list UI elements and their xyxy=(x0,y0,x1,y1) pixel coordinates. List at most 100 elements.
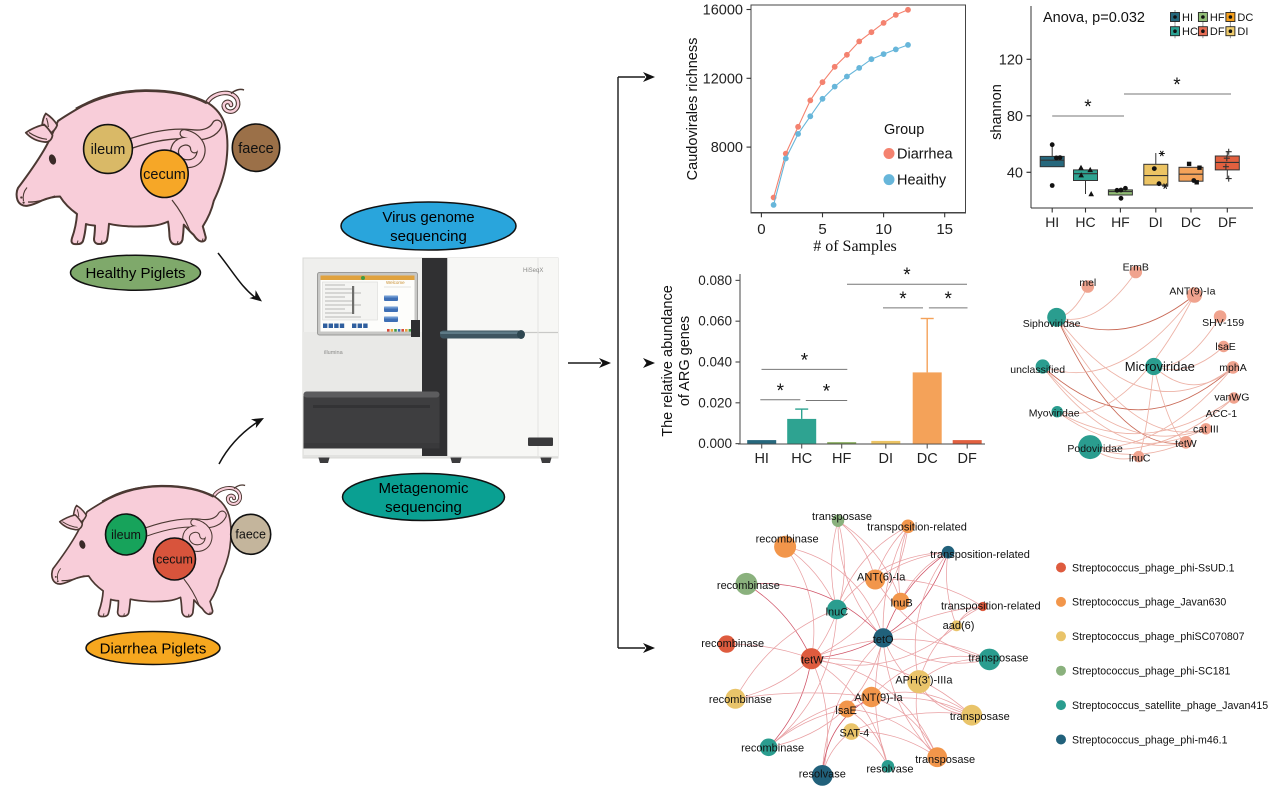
svg-text:cecum: cecum xyxy=(156,552,193,566)
svg-text:DF: DF xyxy=(958,451,977,467)
svg-text:lsaE: lsaE xyxy=(835,705,856,717)
svg-text:80: 80 xyxy=(1007,109,1023,125)
svg-text:recombinase: recombinase xyxy=(756,534,819,546)
svg-text:Myoviridae: Myoviridae xyxy=(1029,407,1080,419)
svg-text:ANT(6)-Ia: ANT(6)-Ia xyxy=(857,572,906,584)
svg-text:lnuC: lnuC xyxy=(1129,452,1151,464)
svg-text:40: 40 xyxy=(1007,165,1023,181)
svg-text:Siphoviridae: Siphoviridae xyxy=(1023,318,1081,330)
svg-text:faece: faece xyxy=(235,528,266,542)
svg-text:recombinase: recombinase xyxy=(701,638,764,650)
svg-text:ANT(9)-Ia: ANT(9)-Ia xyxy=(1169,286,1215,298)
svg-text:Anova, p=0.032: Anova, p=0.032 xyxy=(1043,10,1145,26)
svg-text:sequencing: sequencing xyxy=(390,228,467,245)
svg-text:*: * xyxy=(903,265,911,286)
svg-text:DF: DF xyxy=(1210,26,1225,38)
svg-text:ErmB: ErmB xyxy=(1123,262,1149,274)
svg-text:unclassified: unclassified xyxy=(1010,364,1065,376)
svg-text:Metagenomic: Metagenomic xyxy=(378,480,469,497)
svg-text:transposase: transposase xyxy=(950,711,1010,723)
svg-text:faece: faece xyxy=(238,141,273,157)
svg-text:aad(6): aad(6) xyxy=(943,620,975,632)
svg-text:Streptococcus_phage_phi-m46.1: Streptococcus_phage_phi-m46.1 xyxy=(1072,734,1228,746)
svg-text:16000: 16000 xyxy=(703,3,743,19)
svg-text:HC: HC xyxy=(791,451,812,467)
svg-text:tetW: tetW xyxy=(1175,438,1197,450)
svg-text:12000: 12000 xyxy=(703,71,743,87)
svg-text:transposition-related: transposition-related xyxy=(930,549,1030,561)
svg-text:0.080: 0.080 xyxy=(698,273,732,288)
svg-text:cat III: cat III xyxy=(1193,424,1219,436)
svg-text:*: * xyxy=(944,289,952,310)
svg-text:Virus genome: Virus genome xyxy=(382,209,474,226)
svg-text:illumina: illumina xyxy=(324,350,344,356)
svg-text:# of Samples: # of Samples xyxy=(813,238,897,255)
svg-text:HiSeqX: HiSeqX xyxy=(523,268,543,274)
svg-text:10: 10 xyxy=(875,221,892,238)
svg-text:vanWG: vanWG xyxy=(1214,392,1249,404)
svg-text:Podoviridae: Podoviridae xyxy=(1067,443,1123,455)
svg-text:lnuC: lnuC xyxy=(826,606,849,618)
svg-text:lsaE: lsaE xyxy=(1215,341,1235,353)
svg-text:HC: HC xyxy=(1182,26,1198,38)
svg-text:recombinase: recombinase xyxy=(709,694,772,706)
svg-text:recombinase: recombinase xyxy=(741,742,804,754)
svg-text:lnuB: lnuB xyxy=(891,597,913,609)
svg-text:HF: HF xyxy=(1210,12,1225,24)
svg-text:sequencing: sequencing xyxy=(385,499,462,516)
svg-text:Healthy Piglets: Healthy Piglets xyxy=(85,265,185,282)
svg-text:0.020: 0.020 xyxy=(698,395,732,410)
svg-text:0.040: 0.040 xyxy=(698,355,732,370)
svg-text:Heaithy: Heaithy xyxy=(897,173,947,189)
svg-text:Diarrhea: Diarrhea xyxy=(897,147,954,163)
svg-text:Microviridae: Microviridae xyxy=(1125,359,1195,374)
svg-text:shannon: shannon xyxy=(989,84,1005,140)
svg-text:tetW: tetW xyxy=(801,655,824,667)
svg-text:APH(3')-IIIa: APH(3')-IIIa xyxy=(895,675,953,687)
svg-text:The relative abundance: The relative abundance xyxy=(660,285,676,437)
svg-text:Welcome: Welcome xyxy=(386,280,405,285)
svg-text:8000: 8000 xyxy=(711,140,743,156)
svg-text:*: * xyxy=(777,381,785,402)
svg-text:Streptococcus_phage_phi-SsUD.1: Streptococcus_phage_phi-SsUD.1 xyxy=(1072,562,1235,574)
svg-text:*: * xyxy=(823,382,831,403)
svg-text:*: * xyxy=(1084,97,1092,118)
svg-text:DC: DC xyxy=(1237,12,1253,24)
svg-text:DC: DC xyxy=(1181,214,1201,230)
svg-text:HF: HF xyxy=(1111,214,1130,230)
svg-text:ileum: ileum xyxy=(111,528,141,542)
svg-text:mphA: mphA xyxy=(1219,362,1246,374)
svg-text:HI: HI xyxy=(1045,214,1059,230)
svg-text:15: 15 xyxy=(936,221,953,238)
svg-text:of ARG genes: of ARG genes xyxy=(677,316,693,406)
svg-text:DI: DI xyxy=(1237,26,1248,38)
svg-text:Streptococcus_phage_phiSC07080: Streptococcus_phage_phiSC070807 xyxy=(1072,631,1245,643)
svg-text:Streptococcus_phage_Javan630: Streptococcus_phage_Javan630 xyxy=(1072,597,1226,609)
svg-text:DF: DF xyxy=(1218,214,1237,230)
svg-text:DI: DI xyxy=(1149,214,1163,230)
svg-text:Caudovirales richness: Caudovirales richness xyxy=(685,38,701,181)
svg-text:DC: DC xyxy=(917,451,938,467)
svg-text:HI: HI xyxy=(754,451,769,467)
svg-text:5: 5 xyxy=(818,221,826,238)
svg-text:recombinase: recombinase xyxy=(717,580,780,592)
svg-text:mel: mel xyxy=(1079,277,1096,289)
svg-text:SAT-4: SAT-4 xyxy=(840,728,870,740)
svg-text:HI: HI xyxy=(1182,12,1193,24)
svg-text:ileum: ileum xyxy=(91,142,126,158)
svg-text:Diarrhea Piglets: Diarrhea Piglets xyxy=(100,640,207,657)
svg-text:0.060: 0.060 xyxy=(698,314,732,329)
svg-text:transposase: transposase xyxy=(968,652,1028,664)
svg-text:*: * xyxy=(801,350,809,371)
svg-text:transposition-related: transposition-related xyxy=(867,521,967,533)
svg-text:ANT(9)-Ia: ANT(9)-Ia xyxy=(854,692,903,704)
svg-text:Group: Group xyxy=(884,122,924,138)
svg-text:transposase: transposase xyxy=(915,754,975,766)
svg-text:transposase: transposase xyxy=(812,511,872,523)
svg-text:resolvase: resolvase xyxy=(866,763,913,775)
svg-text:Streptococcus_satellite_phage_: Streptococcus_satellite_phage_Javan415 xyxy=(1072,700,1268,712)
svg-text:HC: HC xyxy=(1075,214,1095,230)
svg-text:tetO: tetO xyxy=(873,634,894,646)
svg-text:DI: DI xyxy=(879,451,894,467)
svg-text:cecum: cecum xyxy=(143,167,186,183)
